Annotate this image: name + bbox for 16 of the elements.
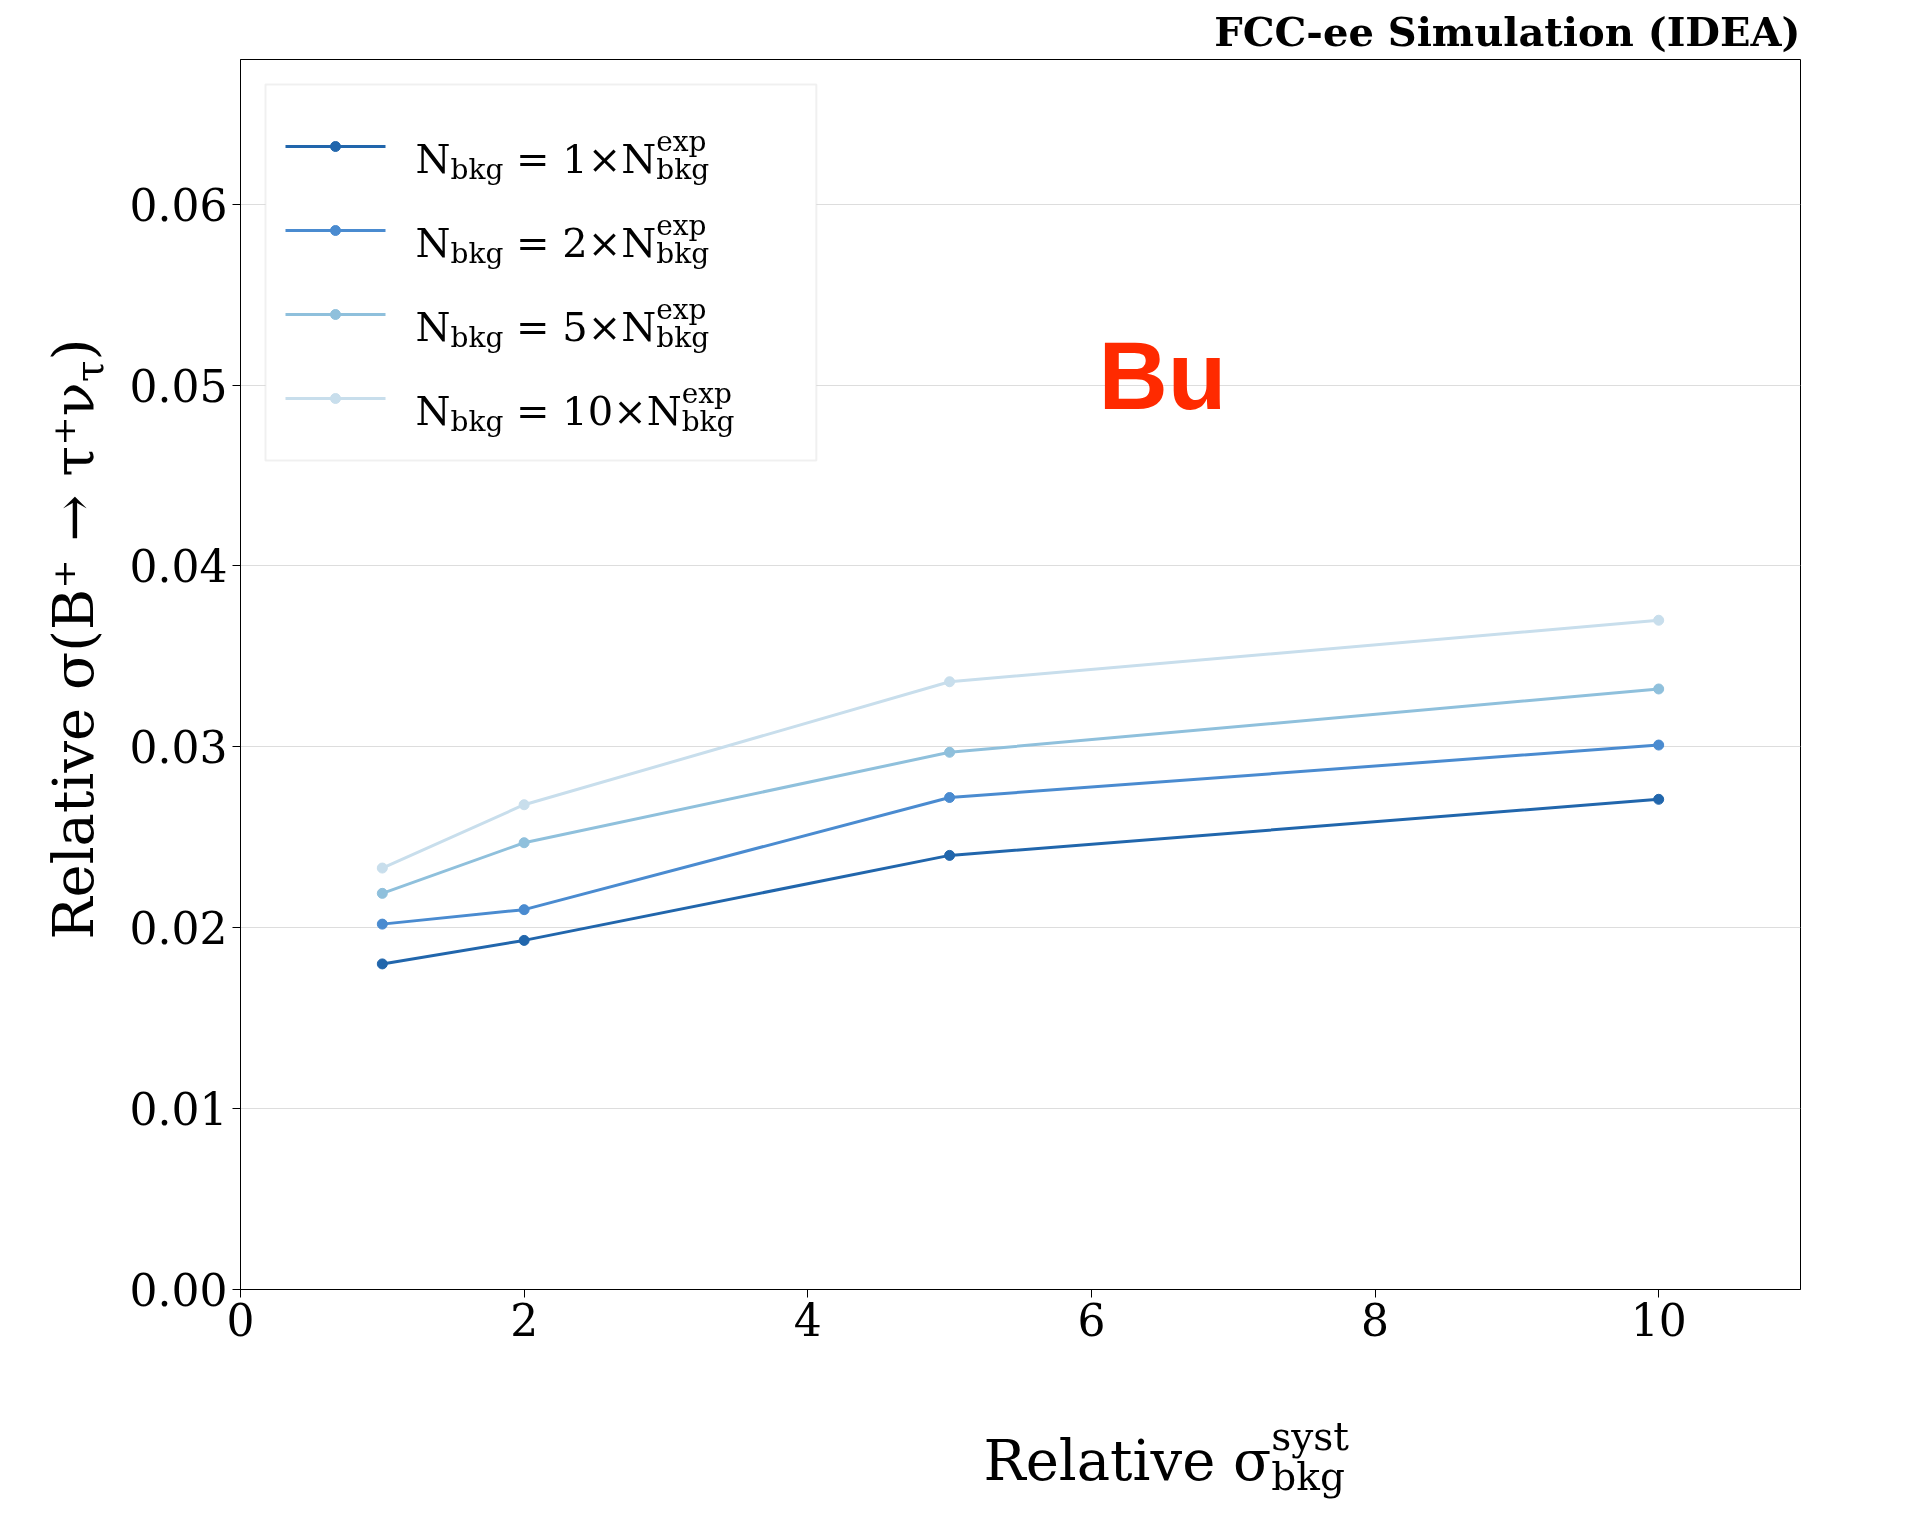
x-tick-label: 6 xyxy=(1077,1294,1106,1346)
chart-title: FCC-ee Simulation (IDEA) xyxy=(1214,7,1801,55)
y-tick-label: 0.04 xyxy=(129,541,228,593)
y-tick-label: 0.03 xyxy=(129,722,228,774)
y-tick-label: 0.06 xyxy=(129,179,228,231)
y-tick-label: 0.05 xyxy=(129,360,228,412)
x-tick-label: 2 xyxy=(510,1294,539,1346)
annotation: Bu xyxy=(1098,321,1227,429)
x-tick-label: 10 xyxy=(1630,1294,1687,1346)
x-tick-label: 8 xyxy=(1361,1294,1390,1346)
x-tick-label: 4 xyxy=(793,1294,822,1346)
y-tick-label: 0.00 xyxy=(129,1265,228,1316)
y-axis-title: Relative σ(B⁺ → τ⁺ντ) xyxy=(41,338,112,940)
x-tick-label: 0 xyxy=(226,1294,255,1346)
y-tick-label: 0.02 xyxy=(129,903,228,955)
y-tick-label: 0.01 xyxy=(129,1084,228,1136)
